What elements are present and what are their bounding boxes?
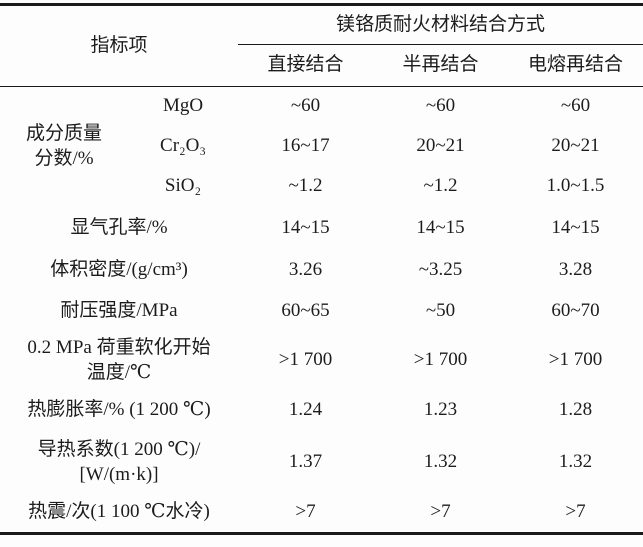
value-cell: 1.32: [423, 451, 458, 473]
value-cell: 1.37: [288, 451, 323, 473]
value-cell: 1.0~1.5: [546, 175, 605, 197]
table-row-mgo: 成分质量 分数/% MgO ~60 ~60 ~60: [0, 87, 643, 168]
table-row-thermal-expansion: 热膨胀率/% (1 200 ℃) 1.24 1.23 1.28: [0, 390, 643, 432]
value-cell: 3.26: [288, 259, 323, 281]
row-label-cell: 导热系数(1 200 ℃)/ [W/(m·k)]: [37, 438, 201, 485]
value-cell: ~1.2: [423, 175, 458, 197]
value-cell: 20~21: [416, 135, 465, 157]
table-row-thermal-conductivity: 导热系数(1 200 ℃)/ [W/(m·k)] 1.37 1.32 1.32: [0, 432, 643, 494]
value-cell: >1 700: [548, 349, 603, 371]
row-label-cell: 热膨胀率/% (1 200 ℃): [27, 399, 211, 421]
row-label-cell: 热震/次(1 100 ℃水冷): [28, 501, 210, 523]
col-header-fused-rebonded: 电熔再结合: [508, 44, 643, 87]
col-header-direct-bond: 直接结合: [238, 44, 374, 87]
table-row-bulk-density: 体积密度/(g/cm³) 3.26 ~3.25 3.28: [0, 250, 643, 292]
value-cell: >7: [430, 501, 451, 523]
row-label-cell: 0.2 MPa 荷重软化开始 温度/℃: [27, 336, 211, 383]
composition-group-label-cell: 成分质量 分数/%: [25, 123, 102, 169]
table-row-cr2o3: Cr₂O₃ 16~17 20~21 20~21: [0, 127, 643, 167]
value-cell: 1.23: [423, 399, 458, 421]
value-cell: 20~21: [551, 135, 600, 157]
value-cell: >1 700: [278, 349, 333, 371]
table-row-softening-temperature: 0.2 MPa 荷重软化开始 温度/℃ >1 700 >1 700 >1 700: [0, 332, 643, 390]
table-row-porosity: 显气孔率/% 14~15 14~15 14~15: [0, 207, 643, 250]
value-cell: 14~15: [281, 216, 330, 238]
row-label-cell: 体积密度/(g/cm³): [50, 259, 188, 281]
value-cell: 16~17: [281, 135, 330, 157]
value-cell: 60~65: [281, 300, 330, 322]
value-cell: 1.32: [558, 451, 593, 473]
value-cell: ~60: [425, 95, 456, 117]
table-row-compressive-strength: 耐压强度/MPa 60~65 ~50 60~70: [0, 292, 643, 332]
col-header-semi-rebonded: 半再结合: [373, 44, 509, 87]
value-cell: 60~70: [551, 300, 600, 322]
group-header-cell: 镁铬质耐火材料结合方式: [238, 4, 643, 45]
value-cell: >7: [295, 501, 316, 523]
value-cell: ~3.25: [418, 259, 463, 281]
value-cell: 1.24: [288, 399, 323, 421]
indicator-header-cell: 指标项: [0, 4, 239, 87]
sub-label-cell: MgO: [162, 95, 204, 117]
table-row-thermal-shock: 热震/次(1 100 ℃水冷) >7 >7 >7: [0, 494, 643, 534]
sub-label-cell: SiO₂: [164, 175, 202, 197]
value-cell: ~60: [290, 95, 321, 117]
value-cell: 14~15: [416, 216, 465, 238]
value-cell: ~1.2: [288, 175, 323, 197]
value-cell: 1.28: [558, 399, 593, 421]
row-label-cell: 显气孔率/%: [70, 216, 168, 238]
value-cell: ~60: [560, 95, 591, 117]
sub-label-cell: Cr₂O₃: [160, 135, 206, 157]
row-label-cell: 耐压强度/MPa: [60, 300, 178, 322]
value-cell: >7: [565, 501, 586, 523]
value-cell: 3.28: [558, 259, 593, 281]
value-cell: 14~15: [551, 216, 600, 238]
value-cell: >1 700: [413, 349, 468, 371]
value-cell: ~50: [425, 300, 456, 322]
header-row-columns: 直接结合 半再结合 电熔再结合: [0, 44, 643, 87]
refractory-properties-table: 指标项 镁铬质耐火材料结合方式 直接结合 半再结合 电熔再结合 成分质量 分数/…: [0, 3, 643, 535]
header-row-group: 指标项 镁铬质耐火材料结合方式: [0, 4, 643, 87]
table-row-sio2: SiO₂ ~1.2 ~1.2 1.0~1.5: [0, 167, 643, 207]
